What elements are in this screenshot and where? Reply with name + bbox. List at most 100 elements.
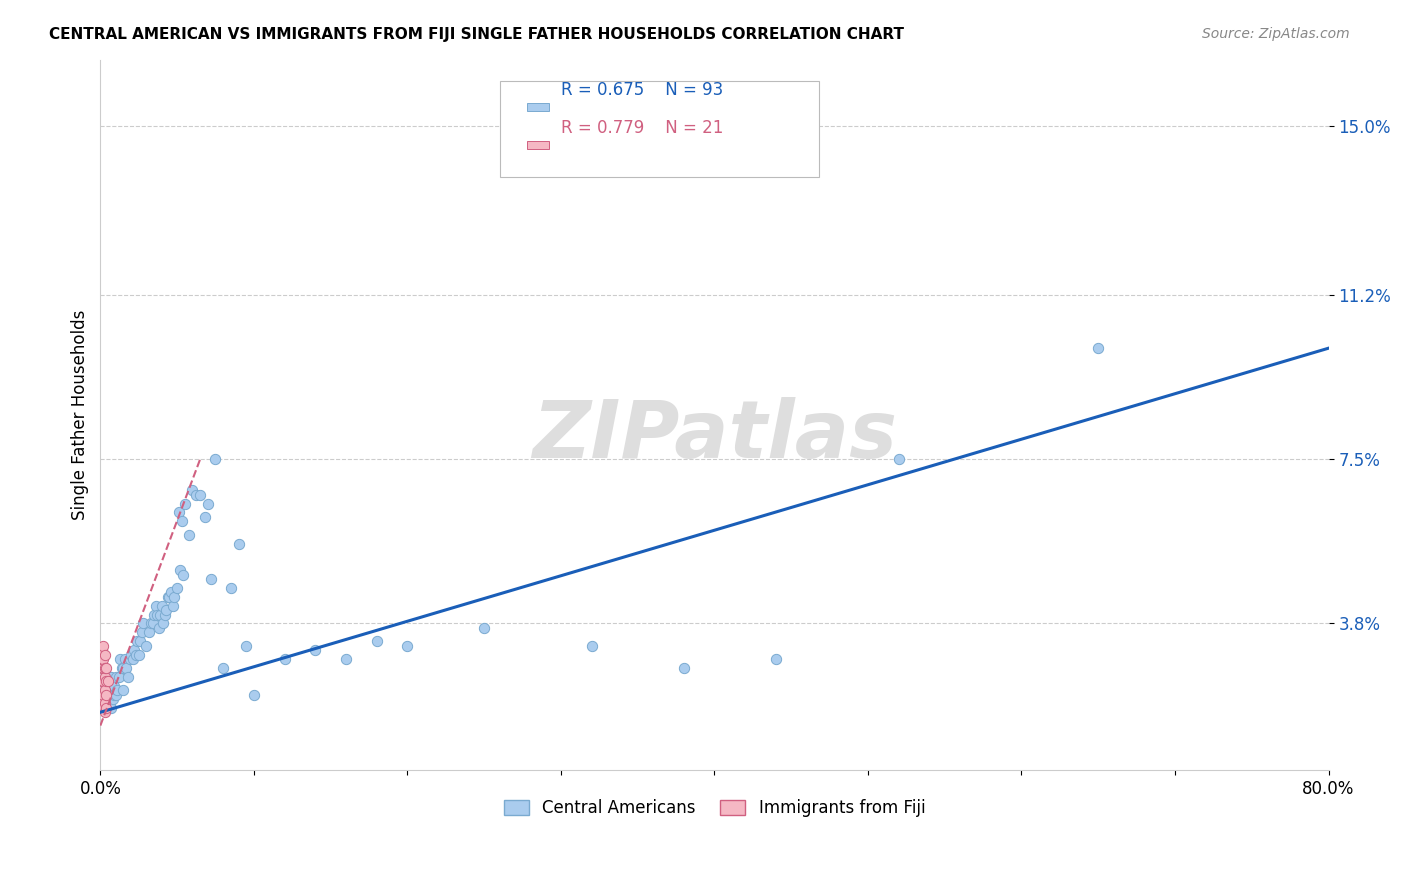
Point — [146, 607, 169, 622]
Point — [94, 674, 117, 689]
Point — [112, 683, 135, 698]
Point — [96, 661, 118, 675]
Point — [93, 639, 115, 653]
Point — [235, 639, 257, 653]
Point — [103, 679, 125, 693]
Point — [197, 497, 219, 511]
Point — [149, 607, 172, 622]
Point — [120, 648, 142, 662]
Point — [94, 701, 117, 715]
Point — [131, 625, 153, 640]
Point — [93, 701, 115, 715]
Point — [155, 603, 177, 617]
Point — [143, 607, 166, 622]
Point — [98, 670, 121, 684]
Point — [150, 599, 173, 613]
Point — [200, 572, 222, 586]
Point — [672, 661, 695, 675]
Point — [97, 674, 120, 689]
Point — [138, 625, 160, 640]
Point — [581, 639, 603, 653]
Point — [100, 688, 122, 702]
Point — [204, 452, 226, 467]
Point — [170, 514, 193, 528]
Point — [887, 452, 910, 467]
Point — [94, 683, 117, 698]
Point — [97, 688, 120, 702]
Point — [96, 688, 118, 702]
Point — [181, 483, 204, 498]
Point — [97, 697, 120, 711]
Point — [94, 688, 117, 702]
Point — [167, 506, 190, 520]
Point — [173, 497, 195, 511]
Point — [159, 590, 181, 604]
Point — [765, 652, 787, 666]
Point — [104, 688, 127, 702]
Point — [105, 683, 128, 698]
Point — [153, 607, 176, 622]
Point — [96, 697, 118, 711]
Text: R = 0.779    N = 21: R = 0.779 N = 21 — [561, 119, 723, 137]
Point — [103, 688, 125, 702]
Point — [112, 661, 135, 675]
Point — [93, 688, 115, 702]
Point — [172, 567, 194, 582]
Point — [472, 621, 495, 635]
Point — [124, 648, 146, 662]
Point — [94, 670, 117, 684]
Point — [96, 701, 118, 715]
Text: R = 0.675    N = 93: R = 0.675 N = 93 — [561, 80, 723, 99]
Point — [107, 670, 129, 684]
Point — [273, 652, 295, 666]
Point — [148, 621, 170, 635]
Point — [121, 652, 143, 666]
Point — [160, 585, 183, 599]
Point — [194, 510, 217, 524]
Point — [396, 639, 419, 653]
Point — [96, 688, 118, 702]
Point — [184, 488, 207, 502]
Point — [104, 670, 127, 684]
Point — [335, 652, 357, 666]
Point — [156, 590, 179, 604]
Point — [101, 692, 124, 706]
Point — [179, 527, 201, 541]
Point — [117, 670, 139, 684]
Point — [166, 581, 188, 595]
Point — [98, 688, 121, 702]
Point — [93, 688, 115, 702]
Point — [228, 536, 250, 550]
FancyBboxPatch shape — [499, 81, 818, 177]
Point — [90, 697, 112, 711]
Point — [128, 648, 150, 662]
Point — [101, 674, 124, 689]
Point — [97, 679, 120, 693]
Point — [93, 697, 115, 711]
Point — [139, 616, 162, 631]
Y-axis label: Single Father Households: Single Father Households — [72, 310, 89, 520]
Point — [162, 599, 184, 613]
Point — [118, 652, 141, 666]
Point — [163, 590, 186, 604]
Point — [98, 697, 121, 711]
Point — [127, 634, 149, 648]
Point — [90, 643, 112, 657]
Point — [188, 488, 211, 502]
Point — [212, 661, 235, 675]
FancyBboxPatch shape — [526, 141, 548, 149]
Point — [304, 643, 326, 657]
Point — [90, 661, 112, 675]
Point — [152, 616, 174, 631]
Legend: Central Americans, Immigrants from Fiji: Central Americans, Immigrants from Fiji — [495, 791, 934, 826]
Point — [90, 688, 112, 702]
Point — [115, 661, 138, 675]
Point — [93, 652, 115, 666]
Point — [145, 599, 167, 613]
Text: Source: ZipAtlas.com: Source: ZipAtlas.com — [1202, 27, 1350, 41]
Text: ZIPatlas: ZIPatlas — [531, 397, 897, 475]
Point — [94, 697, 117, 711]
Point — [100, 670, 122, 684]
Point — [93, 661, 115, 675]
Point — [110, 652, 132, 666]
